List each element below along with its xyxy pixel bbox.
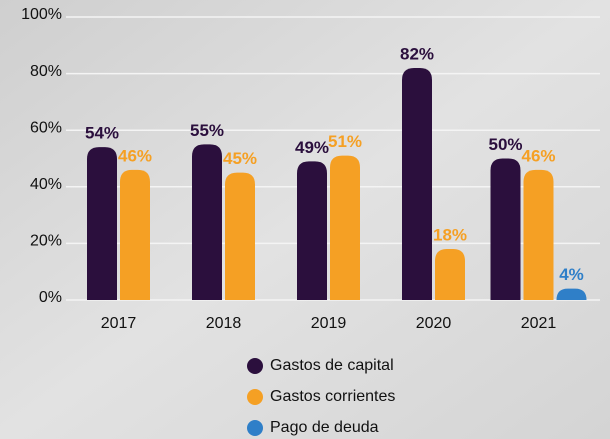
value-label: 82% <box>400 44 434 63</box>
value-label: 46% <box>521 146 555 165</box>
legend-label: Gastos corrientes <box>270 388 395 405</box>
legend-label: Gastos de capital <box>270 357 394 374</box>
bar <box>297 161 327 300</box>
bar <box>523 169 554 300</box>
bar <box>225 172 255 300</box>
value-label: 4% <box>559 265 584 284</box>
legend-marker <box>247 420 263 436</box>
value-label: 51% <box>328 132 362 151</box>
value-label: 45% <box>223 149 257 168</box>
x-tick-label: 2021 <box>521 315 557 332</box>
bar <box>192 144 222 300</box>
y-tick-label: 40% <box>30 176 62 193</box>
value-label: 49% <box>295 138 329 157</box>
value-label: 46% <box>118 146 152 165</box>
y-tick-label: 20% <box>30 233 62 250</box>
bar <box>87 147 117 300</box>
legend-marker <box>247 389 263 405</box>
legend-label: Pago de deuda <box>270 419 379 436</box>
bar <box>120 169 150 300</box>
y-tick-label: 60% <box>30 119 62 136</box>
bar <box>330 155 360 300</box>
x-tick-label: 2019 <box>311 315 347 332</box>
bar <box>435 249 465 300</box>
value-label: 55% <box>190 121 224 140</box>
bar <box>556 288 587 300</box>
y-tick-label: 100% <box>21 6 62 23</box>
bar <box>490 158 521 300</box>
legend-marker <box>247 358 263 374</box>
value-label: 50% <box>488 135 522 154</box>
value-label: 54% <box>85 124 119 143</box>
value-label: 18% <box>433 226 467 245</box>
x-tick-label: 2020 <box>416 315 452 332</box>
x-tick-label: 2018 <box>206 315 242 332</box>
bar <box>402 67 432 300</box>
y-tick-label: 80% <box>30 63 62 80</box>
y-tick-label: 0% <box>39 289 62 306</box>
x-tick-label: 2017 <box>101 315 137 332</box>
